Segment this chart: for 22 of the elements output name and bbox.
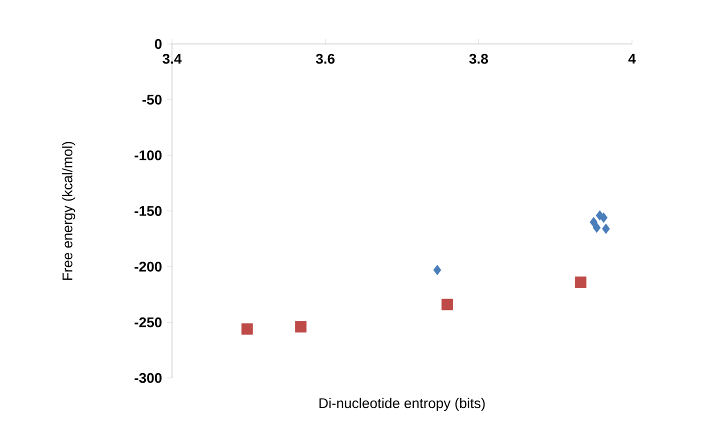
x-tick-label: 4	[628, 54, 636, 64]
y-tick-label: -200	[134, 262, 162, 272]
y-tick-label: 0	[154, 39, 162, 49]
y-tick-label: -300	[134, 373, 162, 383]
x-tick-label: 3.6	[316, 54, 335, 64]
point	[241, 323, 253, 335]
x-tick-label: 3.8	[469, 54, 488, 64]
y-tick-label: -100	[134, 150, 162, 160]
y-tick-label: -50	[142, 94, 162, 105]
point	[592, 222, 601, 233]
point	[602, 224, 610, 234]
point	[600, 212, 608, 223]
point	[442, 298, 453, 310]
point	[295, 321, 307, 332]
point	[433, 264, 442, 276]
x-axis-title: Di-nucleotide entropy (bits)	[320, 398, 485, 411]
x-tick-label: 3.4	[162, 54, 182, 64]
y-axis-title: Free energy (kcal/mol)	[62, 142, 76, 280]
point	[590, 216, 598, 228]
y-tick-label: -250	[134, 317, 162, 328]
y-tick-label: -150	[134, 206, 162, 216]
point	[574, 276, 586, 288]
